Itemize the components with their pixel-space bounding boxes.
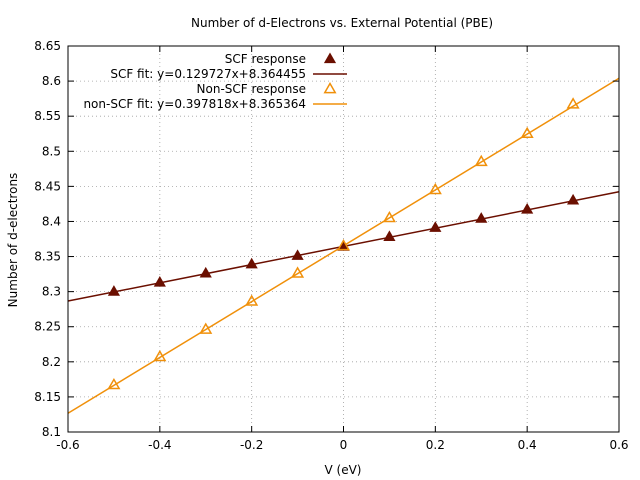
data-points [107,97,580,390]
y-tick-label: 8.4 [42,214,61,228]
legend-label: Non-SCF response [197,82,306,96]
x-tick-label: -0.6 [56,438,79,452]
chart-title: Number of d-Electrons vs. External Poten… [191,16,493,30]
data-point [336,239,351,251]
legend-marker [323,52,337,64]
grid [68,46,619,432]
x-axis-label: V (eV) [325,463,362,477]
y-tick-label: 8.65 [34,39,61,53]
y-tick-label: 8.2 [42,355,61,369]
data-point [429,221,442,232]
y-tick-label: 8.35 [34,250,61,264]
data-point [291,249,304,260]
data-point [383,230,396,241]
legend-label: SCF fit: y=0.129727x+8.364455 [110,67,306,81]
x-tick-label: 0.6 [609,438,628,452]
data-point [153,349,167,362]
x-tick-label: 0.2 [426,438,445,452]
legend-label: non-SCF fit: y=0.397818x+8.365364 [83,97,306,111]
y-tick-label: 8.25 [34,320,61,334]
y-tick-label: 8.1 [42,425,61,439]
data-point [245,294,259,306]
data-point [199,266,212,278]
data-point [521,203,534,214]
data-point [566,193,580,205]
x-tick-label: 0 [340,438,348,452]
data-point [475,212,488,223]
data-point [428,182,442,195]
x-tick-label: 0.4 [518,438,537,452]
legend-label: SCF response [225,52,306,66]
data-point [291,266,305,278]
y-tick-label: 8.6 [42,74,61,88]
y-tick-label: 8.45 [34,179,61,193]
y-tick-label: 8.3 [42,285,61,299]
data-point [382,210,396,223]
data-point [474,154,488,167]
axis-ticks: -0.6 -0.4 -0.2 0 0.2 0.4 0.6 8.1 8.15 8.2 8.25 8.3 8… [34,39,628,452]
data-point [245,257,258,269]
data-point [199,322,213,334]
y-tick-label: 8.55 [34,109,61,123]
legend-marker [323,81,337,94]
y-axis-label: Number of d-electrons [6,173,20,308]
y-tick-label: 8.5 [42,144,61,158]
data-point [107,285,121,296]
x-tick-label: -0.2 [240,438,263,452]
data-point [520,126,534,139]
data-point [107,377,121,390]
y-tick-label: 8.15 [34,390,61,404]
data-point [566,97,580,109]
x-tick-label: -0.4 [148,438,171,452]
data-point [153,276,166,287]
